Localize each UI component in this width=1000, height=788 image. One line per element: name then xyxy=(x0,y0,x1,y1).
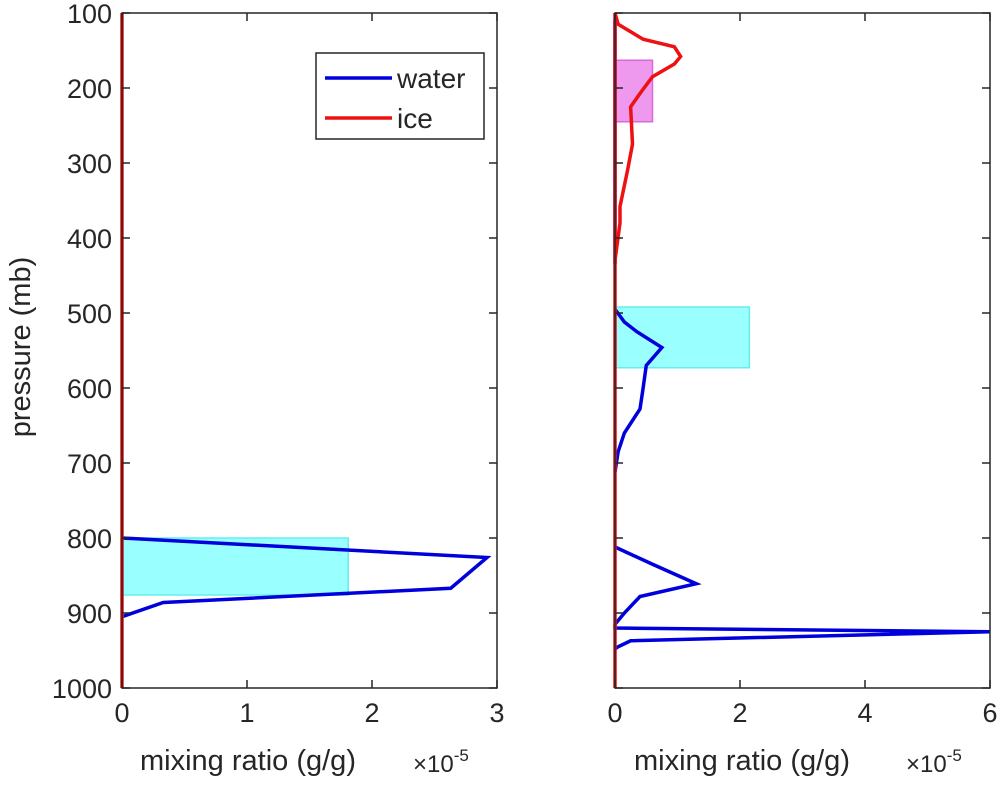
y-tick-label-left-0: 100 xyxy=(67,0,112,29)
x-tick-label-right-2: 4 xyxy=(857,698,872,728)
highlight-box-right-1 xyxy=(614,306,751,369)
chart-panel-right: 0 2 4 6 mixing ratio (g/g) ×10-5 xyxy=(607,12,998,778)
x-exponent-power-right: -5 xyxy=(947,746,962,765)
x-tick-label-right-3: 6 xyxy=(982,698,997,728)
y-tick-label-left-6: 700 xyxy=(67,449,112,479)
y-tick-label-left-4: 500 xyxy=(67,299,112,329)
highlight-boxes-right xyxy=(614,59,751,369)
x-tick-label-left-2: 2 xyxy=(364,698,379,728)
x-exponent-base-left: ×10 xyxy=(413,751,454,778)
y-tick-label-left-3: 400 xyxy=(67,224,112,254)
legend-label-water: water xyxy=(396,63,465,94)
x-exponent-left: ×10-5 xyxy=(413,746,469,778)
y-tick-label-left-7: 800 xyxy=(67,524,112,554)
series-line-ice-right-0 xyxy=(613,12,683,261)
x-tick-label-right-0: 0 xyxy=(607,698,622,728)
legend-label-ice: ice xyxy=(397,103,433,134)
y-tick-label-left-2: 300 xyxy=(67,149,112,179)
ticks-right xyxy=(614,12,991,689)
x-tick-labels-right: 0 2 4 6 xyxy=(607,698,997,728)
highlight-box-right-0 xyxy=(614,59,654,123)
x-tick-label-left-0: 0 xyxy=(114,698,129,728)
y-axis-label: pressure (mb) xyxy=(5,257,37,438)
x-tick-label-left-1: 1 xyxy=(239,698,254,728)
chart-panel-left: 100 200 300 400 500 600 700 800 900 1000 0 1 2 3 mix… xyxy=(52,0,505,778)
plot-frame-left xyxy=(121,12,498,689)
x-exponent-base-right: ×10 xyxy=(906,751,947,778)
x-tick-label-left-3: 3 xyxy=(489,698,504,728)
plot-frame-right xyxy=(614,12,991,689)
series-line-water-right-1 xyxy=(613,308,665,473)
x-tick-labels-left: 0 1 2 3 xyxy=(114,698,504,728)
x-axis-label-right: mixing ratio (g/g) xyxy=(634,745,850,777)
y-tick-label-left-5: 600 xyxy=(67,374,112,404)
legend: water ice xyxy=(315,52,485,140)
x-axis-label-left: mixing ratio (g/g) xyxy=(140,745,356,777)
x-tick-label-right-1: 2 xyxy=(732,698,747,728)
legend-box xyxy=(315,52,485,140)
y-tick-label-left-1: 200 xyxy=(67,74,112,104)
ticks-left xyxy=(121,12,498,689)
x-exponent-right: ×10-5 xyxy=(906,746,962,778)
series-line-water-left-0 xyxy=(121,536,492,619)
x-exponent-power-left: -5 xyxy=(454,746,469,765)
y-tick-label-left-9: 1000 xyxy=(52,674,112,704)
y-tick-label-left-8: 900 xyxy=(67,599,112,629)
y-tick-labels-left: 100 200 300 400 500 600 700 800 900 1000 xyxy=(52,0,112,704)
